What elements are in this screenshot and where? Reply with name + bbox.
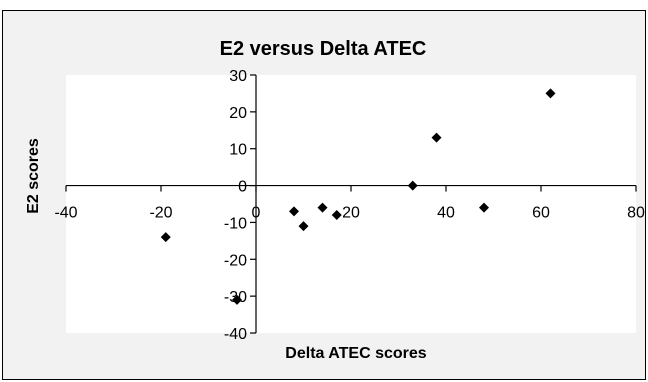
axes	[65, 74, 637, 334]
data-point	[317, 202, 328, 213]
y-tick-label: -40	[224, 326, 247, 343]
x-tick-label: -40	[54, 205, 77, 222]
y-tick-label: 20	[229, 105, 247, 122]
data-point	[298, 221, 309, 232]
data-point	[232, 294, 242, 305]
x-tick-label: 80	[627, 205, 645, 222]
x-tick-label: 20	[342, 205, 360, 222]
data-point	[479, 202, 489, 213]
data-point	[545, 88, 556, 99]
data-point	[289, 206, 299, 217]
y-tick-label: 30	[229, 68, 247, 85]
x-tick-label: 60	[532, 205, 550, 222]
data-point	[331, 210, 342, 221]
plot-area	[66, 75, 636, 333]
x-tick-label: -20	[149, 205, 172, 222]
x-axis-title: Delta ATEC scores	[285, 345, 426, 362]
data-point	[431, 132, 442, 143]
chart-frame: E2 versus Delta ATEC Delta ATEC scores E…	[2, 10, 646, 380]
y-axis-title: E2 scores	[25, 138, 42, 214]
data-point	[407, 180, 418, 191]
x-tick-label: 0	[252, 205, 261, 222]
y-tick-label: 10	[229, 142, 247, 159]
chart-title: E2 versus Delta ATEC	[220, 38, 427, 60]
scatter-chart: E2 versus Delta ATEC Delta ATEC scores E…	[25, 38, 645, 362]
x-tick-label: 40	[437, 205, 455, 222]
data-points	[160, 88, 556, 305]
y-tick-label: 0	[238, 179, 247, 196]
y-tick-label: -20	[224, 252, 247, 269]
y-tick-label: -10	[224, 215, 247, 232]
data-point	[160, 232, 171, 243]
